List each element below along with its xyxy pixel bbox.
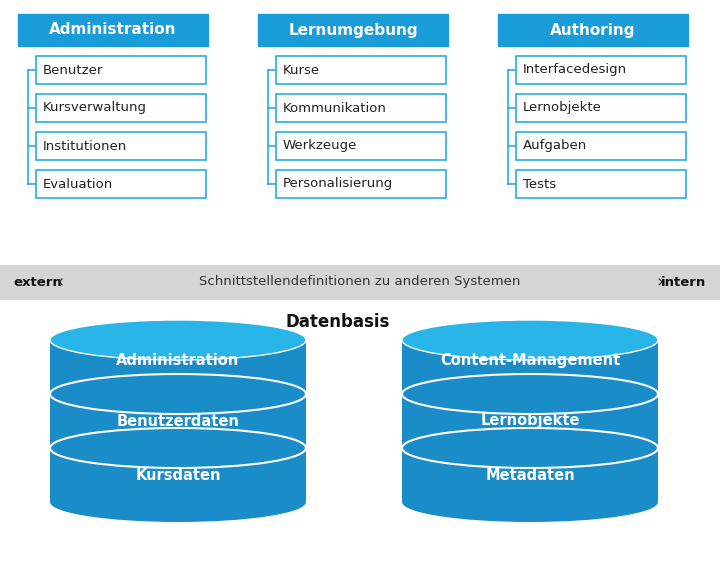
Text: Benutzerdaten: Benutzerdaten — [117, 414, 240, 429]
FancyBboxPatch shape — [18, 14, 208, 46]
FancyBboxPatch shape — [36, 170, 206, 198]
Text: Tests: Tests — [523, 177, 556, 191]
FancyBboxPatch shape — [402, 340, 658, 394]
Ellipse shape — [402, 428, 658, 468]
Text: Authoring: Authoring — [550, 22, 636, 37]
FancyBboxPatch shape — [402, 448, 658, 502]
Text: Content-Management: Content-Management — [440, 353, 620, 368]
Text: Lernobjekte: Lernobjekte — [523, 101, 602, 115]
FancyBboxPatch shape — [516, 56, 686, 84]
Text: Personalisierung: Personalisierung — [283, 177, 393, 191]
FancyBboxPatch shape — [258, 14, 448, 46]
Text: Lernobjekte: Lernobjekte — [480, 414, 580, 429]
Text: Administration: Administration — [117, 353, 240, 368]
FancyBboxPatch shape — [0, 265, 720, 300]
Text: Benutzer: Benutzer — [43, 63, 104, 77]
Ellipse shape — [50, 374, 306, 414]
Text: Aufgaben: Aufgaben — [523, 139, 588, 153]
FancyBboxPatch shape — [402, 394, 658, 448]
Text: Administration: Administration — [49, 22, 176, 37]
Ellipse shape — [50, 482, 306, 522]
FancyBboxPatch shape — [50, 394, 306, 448]
Ellipse shape — [402, 374, 658, 414]
Ellipse shape — [50, 428, 306, 468]
FancyBboxPatch shape — [50, 340, 306, 394]
FancyBboxPatch shape — [498, 14, 688, 46]
FancyBboxPatch shape — [36, 56, 206, 84]
FancyBboxPatch shape — [276, 56, 446, 84]
Text: Werkzeuge: Werkzeuge — [283, 139, 357, 153]
Text: Kommunikation: Kommunikation — [283, 101, 387, 115]
Ellipse shape — [402, 320, 658, 360]
Ellipse shape — [50, 320, 306, 360]
Text: Lernumgebung: Lernumgebung — [288, 22, 418, 37]
FancyBboxPatch shape — [516, 170, 686, 198]
Text: Datenbasis: Datenbasis — [286, 313, 390, 331]
FancyBboxPatch shape — [50, 448, 306, 502]
Text: Kursverwaltung: Kursverwaltung — [43, 101, 147, 115]
Text: Evaluation: Evaluation — [43, 177, 113, 191]
Text: Institutionen: Institutionen — [43, 139, 127, 153]
FancyBboxPatch shape — [276, 170, 446, 198]
Text: extern: extern — [14, 275, 63, 289]
Text: Interfacedesign: Interfacedesign — [523, 63, 627, 77]
Text: ‹: ‹ — [56, 273, 63, 291]
FancyBboxPatch shape — [36, 94, 206, 122]
Text: intern: intern — [660, 275, 706, 289]
Ellipse shape — [402, 482, 658, 522]
Text: Schnittstellendefinitionen zu anderen Systemen: Schnittstellendefinitionen zu anderen Sy… — [199, 275, 521, 289]
FancyBboxPatch shape — [516, 132, 686, 160]
Text: Kurse: Kurse — [283, 63, 320, 77]
FancyBboxPatch shape — [276, 94, 446, 122]
FancyBboxPatch shape — [276, 132, 446, 160]
Text: Kursdaten: Kursdaten — [135, 468, 221, 483]
FancyBboxPatch shape — [36, 132, 206, 160]
Text: ›: › — [657, 273, 664, 291]
Text: Metadaten: Metadaten — [485, 468, 575, 483]
FancyBboxPatch shape — [516, 94, 686, 122]
